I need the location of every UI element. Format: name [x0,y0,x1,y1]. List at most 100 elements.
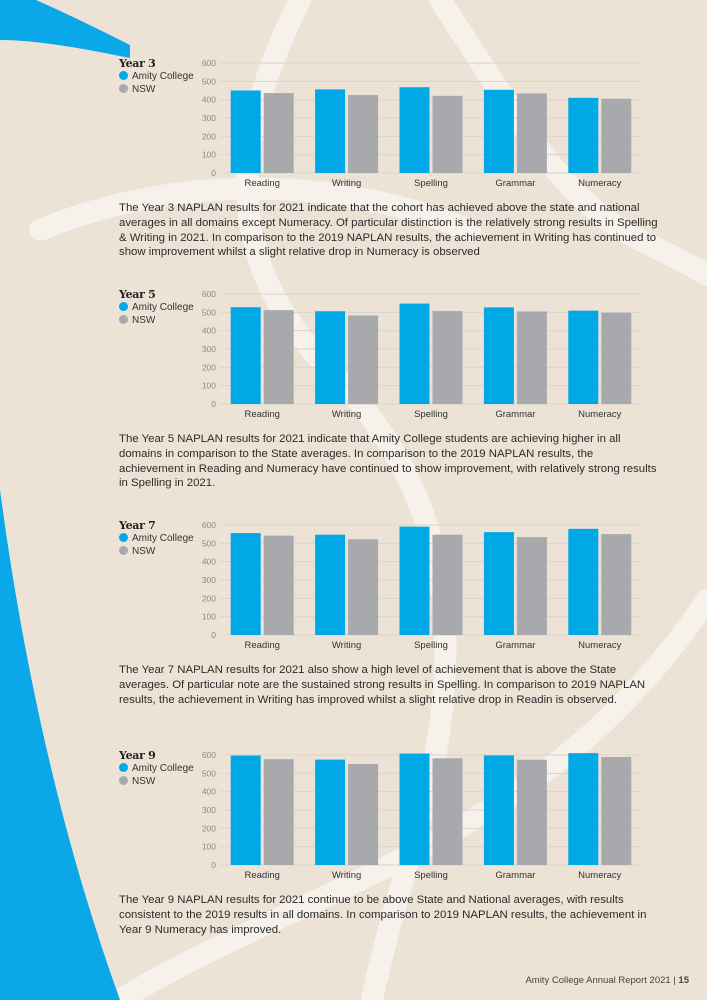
legend-state-swatch [119,546,128,555]
year-3-title: Year 3 [119,57,156,70]
legend-school-label: Amity College [132,71,194,82]
legend-state-label: NSW [132,776,156,787]
legend-state-swatch [119,776,128,785]
legend-state: NSW [119,546,155,557]
bar-state-reading [263,93,294,173]
y-tick-label: 0 [211,168,216,178]
bar-state-writing [348,315,379,404]
y-tick-label: 100 [202,381,216,391]
x-tick-label: Grammar [495,178,535,189]
legend-state-label: NSW [132,546,156,557]
bar-school-spelling [399,87,430,173]
year-7-commentary: The Year 7 NAPLAN results for 2021 also … [119,664,646,706]
bar-school-grammar [483,755,514,865]
y-tick-label: 200 [202,593,216,603]
legend-school-label: Amity College [132,533,194,544]
legend-state-label: NSW [132,315,156,326]
x-tick-label: Numeracy [578,640,622,651]
y-tick-label: 400 [202,326,216,336]
bar-state-reading [263,535,294,635]
x-tick-label: Numeracy [578,409,622,420]
legend-school-swatch [119,763,128,772]
x-tick-label: Spelling [414,640,448,651]
year-3-commentary: The Year 3 NAPLAN results for 2021 indic… [119,202,658,259]
page-footer: Amity College Annual Report 2021 | 15 [525,975,689,986]
bar-school-numeracy [568,528,599,635]
y-tick-label: 300 [202,805,216,815]
legend-state: NSW [119,84,155,95]
y-tick-label: 200 [202,362,216,372]
year-5-title: Year 5 [119,288,156,301]
y-tick-label: 400 [202,557,216,567]
x-tick-label: Writing [332,178,361,189]
footer-report-title: Amity College Annual Report 2021 | [525,975,679,986]
bar-school-numeracy [568,753,599,865]
bar-school-reading [230,755,261,865]
bar-school-spelling [399,753,430,865]
x-tick-label: Numeracy [578,870,622,881]
bar-school-writing [315,759,346,865]
y-tick-label: 300 [202,344,216,354]
year-5-commentary: The Year 5 NAPLAN results for 2021 indic… [119,433,657,490]
y-tick-label: 100 [202,842,216,852]
x-tick-label: Writing [332,640,361,651]
year-9-title: Year 9 [119,749,156,762]
page-number: 15 [678,975,689,986]
y-tick-label: 600 [202,750,216,760]
y-tick-label: 600 [202,520,216,530]
x-tick-label: Reading [245,870,280,881]
x-tick-label: Spelling [414,178,448,189]
bar-school-numeracy [568,310,599,404]
bar-state-grammar [516,93,547,173]
bar-state-reading [263,759,294,865]
bar-school-spelling [399,303,430,404]
y-tick-label: 200 [202,823,216,833]
y-tick-label: 100 [202,612,216,622]
legend-school: Amity College [119,71,194,82]
top-left-blue-swoosh [0,0,130,58]
left-blue-swoosh [0,490,120,1000]
y-tick-label: 600 [202,289,216,299]
bar-school-writing [315,89,346,173]
y-tick-label: 600 [202,58,216,68]
y-tick-label: 400 [202,787,216,797]
legend-school-swatch [119,302,128,311]
y-tick-label: 300 [202,575,216,585]
bar-school-numeracy [568,97,599,173]
bar-state-writing [348,539,379,635]
legend-school-swatch [119,71,128,80]
legend-school: Amity College [119,533,194,544]
x-tick-label: Grammar [495,409,535,420]
bar-state-reading [263,310,294,404]
bar-school-grammar [483,307,514,404]
y-tick-label: 500 [202,768,216,778]
y-tick-label: 500 [202,538,216,548]
x-tick-label: Reading [245,640,280,651]
bar-school-writing [315,311,346,404]
year-9-chart: 0 100 200 300 400 500 600 Reading Writing Spellin… [202,750,642,881]
bar-state-grammar [516,537,547,635]
x-tick-label: Reading [245,409,280,420]
bar-school-spelling [399,526,430,635]
year-3-chart: 0 100 200 300 400 500 600 Reading Writing Spellin… [202,58,642,189]
legend-school-label: Amity College [132,763,194,774]
year-7-title: Year 7 [119,519,156,532]
bar-state-writing [348,763,379,865]
legend-state: NSW [119,776,155,787]
bar-school-reading [230,533,261,635]
y-tick-label: 500 [202,307,216,317]
bar-school-reading [230,90,261,173]
x-tick-label: Grammar [495,640,535,651]
bar-school-grammar [483,532,514,635]
bar-state-grammar [516,759,547,865]
legend-state-swatch [119,315,128,324]
legend-school-swatch [119,533,128,542]
bar-state-spelling [432,534,463,635]
y-tick-label: 400 [202,95,216,105]
bar-state-spelling [432,758,463,865]
legend-school: Amity College [119,302,194,313]
y-tick-label: 300 [202,113,216,123]
y-tick-label: 100 [202,150,216,160]
legend-state-label: NSW [132,84,156,95]
legend-school-label: Amity College [132,302,194,313]
